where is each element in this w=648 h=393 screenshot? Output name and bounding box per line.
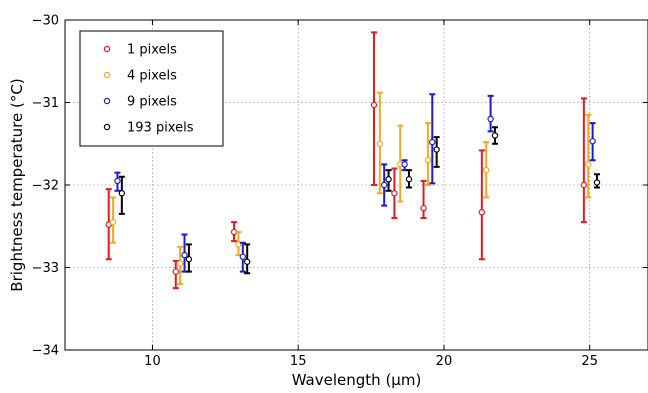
data-point (118, 190, 126, 197)
data-point (380, 181, 388, 189)
legend-marker (103, 71, 111, 79)
series-9-pixels (114, 93, 596, 273)
data-point (580, 181, 588, 189)
legend-label: 1 pixels (127, 43, 177, 58)
legend-marker (103, 45, 111, 53)
data-point (385, 176, 392, 183)
x-tick-label: 20 (436, 354, 453, 369)
y-tick-label: −31 (32, 96, 59, 111)
legend-marker (103, 97, 111, 105)
y-tick-label: −30 (32, 14, 59, 29)
y-tick-label: −34 (32, 344, 59, 359)
legend-marker (103, 123, 111, 131)
legend-label: 4 pixels (127, 69, 177, 84)
data-point (176, 260, 184, 267)
series-1-pixels (105, 31, 588, 290)
axis-ticks (65, 19, 648, 351)
data-point (401, 161, 408, 168)
data-layer (105, 31, 601, 290)
data-point (491, 132, 499, 139)
x-tick-label: 15 (290, 354, 307, 369)
data-point (424, 157, 432, 164)
x-tick-label: 10 (144, 354, 161, 369)
x-axis-label: Wavelength (μm) (292, 371, 422, 389)
x-tick-label: 25 (581, 354, 598, 369)
series-4-pixels (109, 91, 592, 285)
data-point (370, 101, 378, 109)
y-tick-label: −33 (32, 261, 59, 276)
data-point (239, 253, 247, 260)
data-point (109, 218, 117, 226)
data-point (376, 140, 384, 147)
y-tick-label: −32 (32, 179, 59, 194)
data-point (589, 138, 596, 145)
data-point (487, 115, 494, 123)
data-point (429, 138, 436, 146)
data-point (181, 251, 188, 259)
data-point (433, 146, 440, 153)
legend-label: 9 pixels (127, 95, 177, 110)
data-point (478, 209, 486, 216)
legend: 1 pixels 4 pixels 9 pixels 193 pixels (79, 30, 224, 147)
data-point (172, 268, 179, 275)
data-point (405, 176, 413, 183)
data-point (235, 241, 242, 248)
series-193-pixels (118, 126, 601, 275)
legend-label: 193 pixels (127, 121, 194, 136)
y-axis-label: Brightness temperature (°C) (8, 78, 26, 291)
data-point (243, 258, 251, 265)
data-point (114, 177, 121, 185)
axis-tick-labels: 10 15 20 25 −34 −33 −32 −31 −30 (32, 14, 598, 370)
data-point (185, 256, 193, 263)
data-point (593, 179, 601, 186)
data-point (391, 190, 398, 197)
data-point (420, 204, 427, 212)
data-point (483, 166, 490, 174)
data-point (585, 161, 592, 168)
